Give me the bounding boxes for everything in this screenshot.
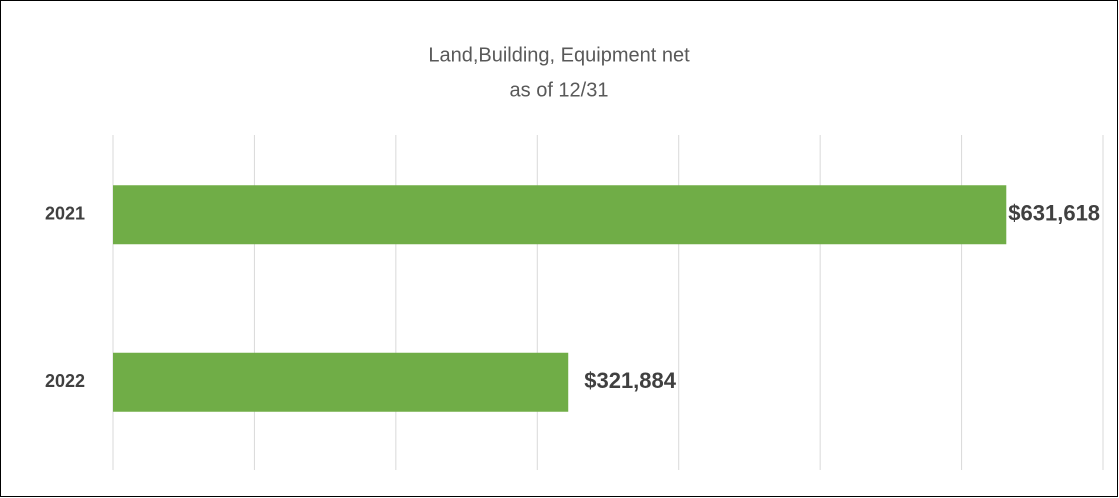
y-tick-label: 2022 [45,371,85,391]
bar [113,352,569,412]
bar [113,185,1007,245]
data-label: $631,618 [1008,201,1100,226]
chart-subtitle: as of 12/31 [510,79,609,101]
data-label: $321,884 [584,368,677,393]
chart-title: Land,Building, Equipment net [428,44,690,66]
y-tick-label: 2021 [45,204,85,224]
